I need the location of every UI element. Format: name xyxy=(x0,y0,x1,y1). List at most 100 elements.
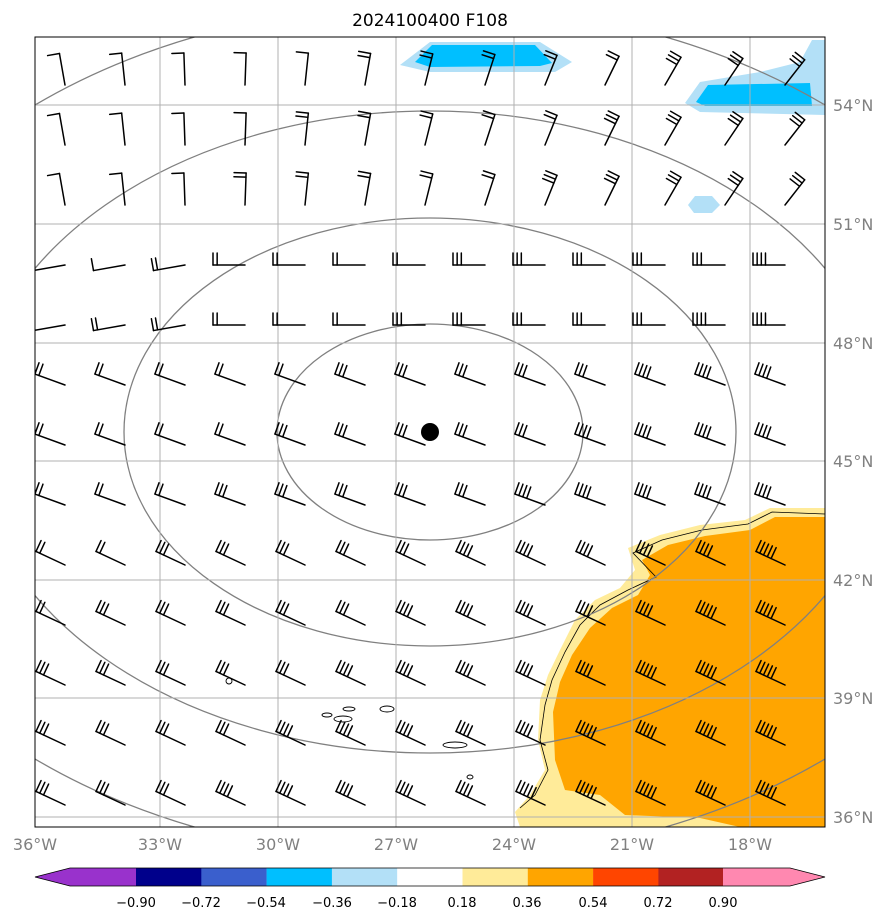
wind-barb xyxy=(512,252,546,266)
wind-barb xyxy=(94,422,126,446)
wind-barb xyxy=(335,779,366,806)
wind-barb-feather xyxy=(335,599,342,613)
wind-barb-feather xyxy=(607,110,620,117)
wind-barb-feather xyxy=(727,117,739,127)
wind-barb-feather xyxy=(94,362,100,375)
wind-barb-feather xyxy=(218,483,224,497)
wind-barb-shaft xyxy=(604,55,620,86)
wind-barb xyxy=(154,482,186,506)
wind-barb-feather xyxy=(214,482,220,495)
wind-barb-feather xyxy=(399,661,406,674)
wind-barb-shaft xyxy=(35,493,66,506)
wind-barb xyxy=(95,539,126,566)
wind-barb-feather xyxy=(338,483,344,497)
wind-barb-feather xyxy=(455,779,462,793)
wind-barb-feather xyxy=(466,605,474,618)
wind-barb-feather xyxy=(274,362,280,375)
negative-anomaly-mid-2 xyxy=(696,83,812,106)
positive-anomaly-mid xyxy=(553,517,825,827)
wind-barb xyxy=(95,659,126,686)
wind-barb-feather xyxy=(341,424,348,438)
wind-barb xyxy=(543,110,558,146)
wind-barb xyxy=(275,539,306,566)
wind-barb-shaft xyxy=(304,112,310,146)
wind-barb-feather xyxy=(702,543,710,556)
wind-barb xyxy=(481,170,496,206)
wind-barb-feather xyxy=(698,363,704,377)
wind-barb-feather xyxy=(667,54,680,62)
wind-barb-shaft xyxy=(484,53,496,86)
wind-barb-feather xyxy=(399,541,406,554)
wind-barb xyxy=(543,50,558,86)
wind-barb-shaft xyxy=(244,112,247,146)
wind-barb-feather xyxy=(281,484,288,498)
wind-barb-feather xyxy=(729,114,742,123)
wind-barb-feather xyxy=(95,599,102,613)
wind-barb xyxy=(35,719,66,746)
wind-barb-shaft xyxy=(575,670,606,686)
wind-barb-shaft xyxy=(120,172,126,206)
wind-barb-feather xyxy=(95,539,102,553)
wind-barb-feather xyxy=(578,423,584,437)
wind-barb xyxy=(150,257,186,272)
wind-barb xyxy=(514,482,546,506)
wind-barb-feather xyxy=(702,603,710,616)
wind-barb-shaft xyxy=(35,670,66,686)
wind-barb-feather xyxy=(274,482,280,495)
wind-barb xyxy=(574,482,606,506)
wind-barb-feather xyxy=(395,719,402,733)
lat-label: 54°N xyxy=(833,96,873,115)
wind-barb-feather xyxy=(794,111,806,121)
wind-barb xyxy=(481,110,496,146)
wind-barb-feather xyxy=(607,170,620,177)
wind-barb-feather xyxy=(755,599,762,613)
wind-barb-feather xyxy=(339,721,346,734)
wind-barb-feather xyxy=(398,423,404,437)
wind-barb xyxy=(635,719,666,746)
wind-barb-feather xyxy=(586,665,594,678)
wind-barb xyxy=(295,51,310,86)
wind-barb xyxy=(275,599,306,626)
wind-barb-shaft xyxy=(154,493,186,506)
wind-barb-feather xyxy=(699,721,706,734)
wind-barb xyxy=(334,482,366,506)
wind-barb-feather xyxy=(515,659,522,673)
wind-barb-feather xyxy=(218,363,224,377)
wind-barb-feather xyxy=(702,723,710,736)
wind-barb-feather xyxy=(35,599,42,613)
wind-barb-feather xyxy=(459,661,466,674)
wind-barb-feather xyxy=(155,719,162,733)
wind-barb-feather xyxy=(357,54,371,59)
wind-barb xyxy=(35,659,66,686)
wind-barb-feather xyxy=(699,781,706,794)
wind-barb-feather xyxy=(342,543,350,556)
wind-barb-feather xyxy=(295,115,309,119)
wind-barb xyxy=(150,317,186,332)
colorbar-segment xyxy=(397,868,463,886)
wind-barb-feather xyxy=(466,725,474,738)
wind-barb-feather xyxy=(158,423,164,437)
wind-barb-feather xyxy=(789,58,801,68)
wind-barb-feather xyxy=(543,53,557,60)
wind-barb xyxy=(395,779,426,806)
wind-barb-feather xyxy=(221,484,228,498)
wind-barb-shaft xyxy=(35,790,66,806)
wind-barb-feather xyxy=(582,783,590,796)
wind-barb xyxy=(357,110,372,146)
wind-barb-feather xyxy=(732,171,744,180)
wind-barb-feather xyxy=(39,661,46,674)
wind-barb-feather xyxy=(669,170,682,179)
wind-barb-feather xyxy=(357,170,372,175)
wind-barb-feather xyxy=(275,599,282,613)
wind-barb-feather xyxy=(765,366,772,380)
wind-barb-feather xyxy=(698,483,704,497)
wind-barb-feather xyxy=(420,110,434,115)
wind-barb-feather xyxy=(39,781,46,794)
wind-barb-shaft xyxy=(183,172,186,206)
wind-barb-shaft xyxy=(335,730,366,746)
wind-barb-shaft xyxy=(484,113,496,146)
wind-barb-shaft xyxy=(455,730,486,746)
wind-barb-shaft xyxy=(455,550,486,566)
wind-barb-feather xyxy=(357,174,371,179)
wind-barb-feather xyxy=(398,483,404,497)
